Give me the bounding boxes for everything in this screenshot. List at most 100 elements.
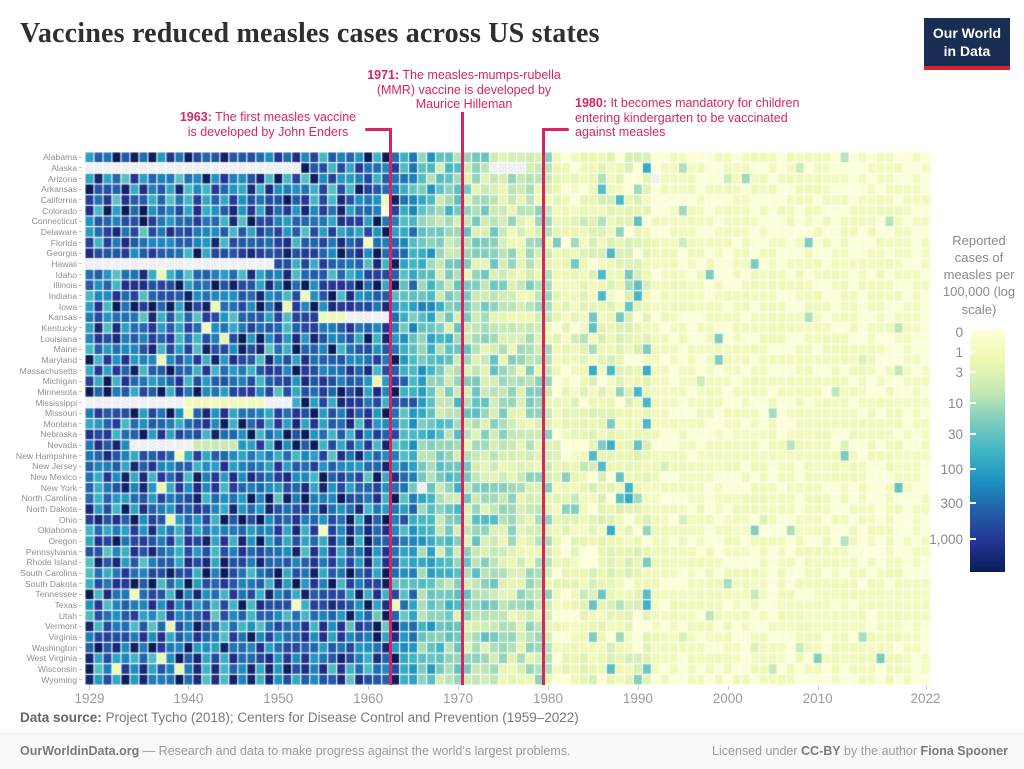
- y-axis-label: New Hampshire: [0, 450, 82, 461]
- license-mid-text: by the author: [840, 744, 921, 758]
- y-axis-label: Iowa: [0, 301, 82, 312]
- owid-logo[interactable]: Our World in Data: [924, 18, 1010, 70]
- annotation-1980: 1980: It becomes mandatory for children e…: [575, 96, 800, 139]
- footer-left: OurWorldinData.org — Research and data t…: [20, 734, 570, 769]
- y-axis-label: Washington: [0, 642, 82, 653]
- y-axis-label: Minnesota: [0, 387, 82, 398]
- y-axis-label: New Mexico: [0, 472, 82, 483]
- y-axis-label: Massachusetts: [0, 365, 82, 376]
- event-line-1980: [542, 128, 545, 685]
- x-axis-tick: [278, 686, 280, 690]
- legend-colorbar: [970, 330, 1005, 572]
- event-connector-1980: [543, 128, 570, 132]
- legend-tick-notch: [970, 501, 976, 504]
- page-title: Vaccines reduced measles cases across US…: [20, 18, 600, 49]
- y-axis-label: Nevada: [0, 440, 82, 451]
- data-source-line: Data source: Project Tycho (2018); Cente…: [20, 710, 579, 725]
- data-source-text: Project Tycho (2018); Centers for Diseas…: [101, 710, 579, 725]
- y-axis-label: Tennessee: [0, 589, 82, 600]
- y-axis-label: Maryland: [0, 355, 82, 366]
- legend-tick-notch: [970, 468, 976, 471]
- y-axis-label: Arkansas: [0, 184, 82, 195]
- legend-tick-label: 10: [947, 395, 963, 411]
- cc-by-link[interactable]: CC-BY: [800, 744, 841, 758]
- x-axis-label: 2010: [802, 691, 833, 706]
- y-axis-label: Arizona: [0, 173, 82, 184]
- legend-tick-label: 0: [955, 325, 963, 341]
- y-axis-label: Rhode Island: [0, 557, 82, 568]
- y-axis-label: Delaware: [0, 227, 82, 238]
- y-axis-label: California: [0, 195, 82, 206]
- x-axis-tick: [89, 686, 91, 690]
- legend-tick-notch: [970, 371, 976, 374]
- y-axis-label: New Jersey: [0, 461, 82, 472]
- legend-tick-label: 300: [940, 495, 963, 511]
- footer-tagline: — Research and data to make progress aga…: [139, 744, 571, 758]
- annotation-1971: 1971: The measles-mumps-rubella (MMR) vac…: [367, 68, 561, 111]
- event-connector-1963: [364, 128, 391, 132]
- y-axis-label: Indiana: [0, 291, 82, 302]
- y-axis-label: North Dakota: [0, 504, 82, 515]
- legend-tick-notch: [970, 538, 976, 541]
- owid-logo-redbar: [924, 66, 1010, 70]
- x-axis-tick: [637, 686, 639, 690]
- license-pre-text: Licensed under: [712, 744, 801, 758]
- measles-heatmap-canvas[interactable]: [85, 152, 930, 685]
- license-author: Fiona Spooner: [920, 744, 1009, 758]
- legend-tick-label: 1,000: [929, 532, 963, 548]
- x-axis-label: 1940: [173, 691, 204, 706]
- y-axis-label: South Dakota: [0, 578, 82, 589]
- x-axis-tick: [925, 686, 927, 690]
- x-axis-label: 1960: [353, 691, 384, 706]
- y-axis-label: Maine: [0, 344, 82, 355]
- data-source-label: Data source:: [20, 710, 102, 725]
- legend-tick-label: 100: [940, 462, 963, 478]
- annotation-1963: 1963: The first measles vaccine is develo…: [179, 110, 357, 139]
- x-axis-label: 1990: [622, 691, 653, 706]
- y-axis-label: Michigan: [0, 376, 82, 387]
- y-axis-label: Colorado: [0, 205, 82, 216]
- y-axis-label: Montana: [0, 418, 82, 429]
- x-axis-label: 1970: [443, 691, 474, 706]
- legend-title: Reported cases of measles per 100,000 (l…: [942, 233, 1016, 317]
- x-axis-tick: [727, 686, 729, 690]
- y-axis-label: Wisconsin: [0, 664, 82, 675]
- y-axis-label: Virginia: [0, 632, 82, 643]
- y-axis-label: Louisiana: [0, 333, 82, 344]
- x-axis-label: 2022: [910, 691, 941, 706]
- legend-tick-notch: [970, 350, 976, 353]
- y-axis-label: Ohio: [0, 514, 82, 525]
- legend-tick-notch: [970, 433, 976, 436]
- y-axis-label: Missouri: [0, 408, 82, 419]
- y-axis-label: Florida: [0, 237, 82, 248]
- x-axis-label: 1980: [532, 691, 563, 706]
- owid-logo-box: Our World in Data: [924, 18, 1010, 66]
- y-axis-label: Vermont: [0, 621, 82, 632]
- y-axis-state-labels: Alabama Alaska Arizona Arkansas California Co…: [0, 152, 82, 685]
- legend-tick-label: 30: [947, 427, 963, 443]
- footer-license: Licensed under CC-BY by the author Fiona…: [712, 734, 1008, 769]
- y-axis-label: Idaho: [0, 269, 82, 280]
- x-axis-label: 2000: [712, 691, 743, 706]
- x-axis-label: 1950: [263, 691, 294, 706]
- y-axis-label: New York: [0, 482, 82, 493]
- y-axis-label: Hawaii: [0, 259, 82, 270]
- y-axis-label: West Virginia: [0, 653, 82, 664]
- x-axis-tick: [368, 686, 370, 690]
- y-axis-label: Oregon: [0, 536, 82, 547]
- x-axis-tick: [458, 686, 460, 690]
- y-axis-label: Alaska: [0, 163, 82, 174]
- y-axis-label: South Carolina: [0, 568, 82, 579]
- y-axis-label: Alabama: [0, 152, 82, 163]
- owid-logo-line1: Our World: [932, 25, 1002, 41]
- event-line-1971: [461, 112, 464, 685]
- legend-tick-label: 1: [955, 344, 963, 360]
- y-axis-label: Wyoming: [0, 674, 82, 685]
- x-axis-label: 1929: [74, 691, 105, 706]
- owid-site-link[interactable]: OurWorldinData.org: [20, 744, 140, 758]
- y-axis-label: Illinois: [0, 280, 82, 291]
- x-axis-tick: [547, 686, 549, 690]
- y-axis-label: Pennsylvania: [0, 546, 82, 557]
- y-axis-label: Georgia: [0, 248, 82, 259]
